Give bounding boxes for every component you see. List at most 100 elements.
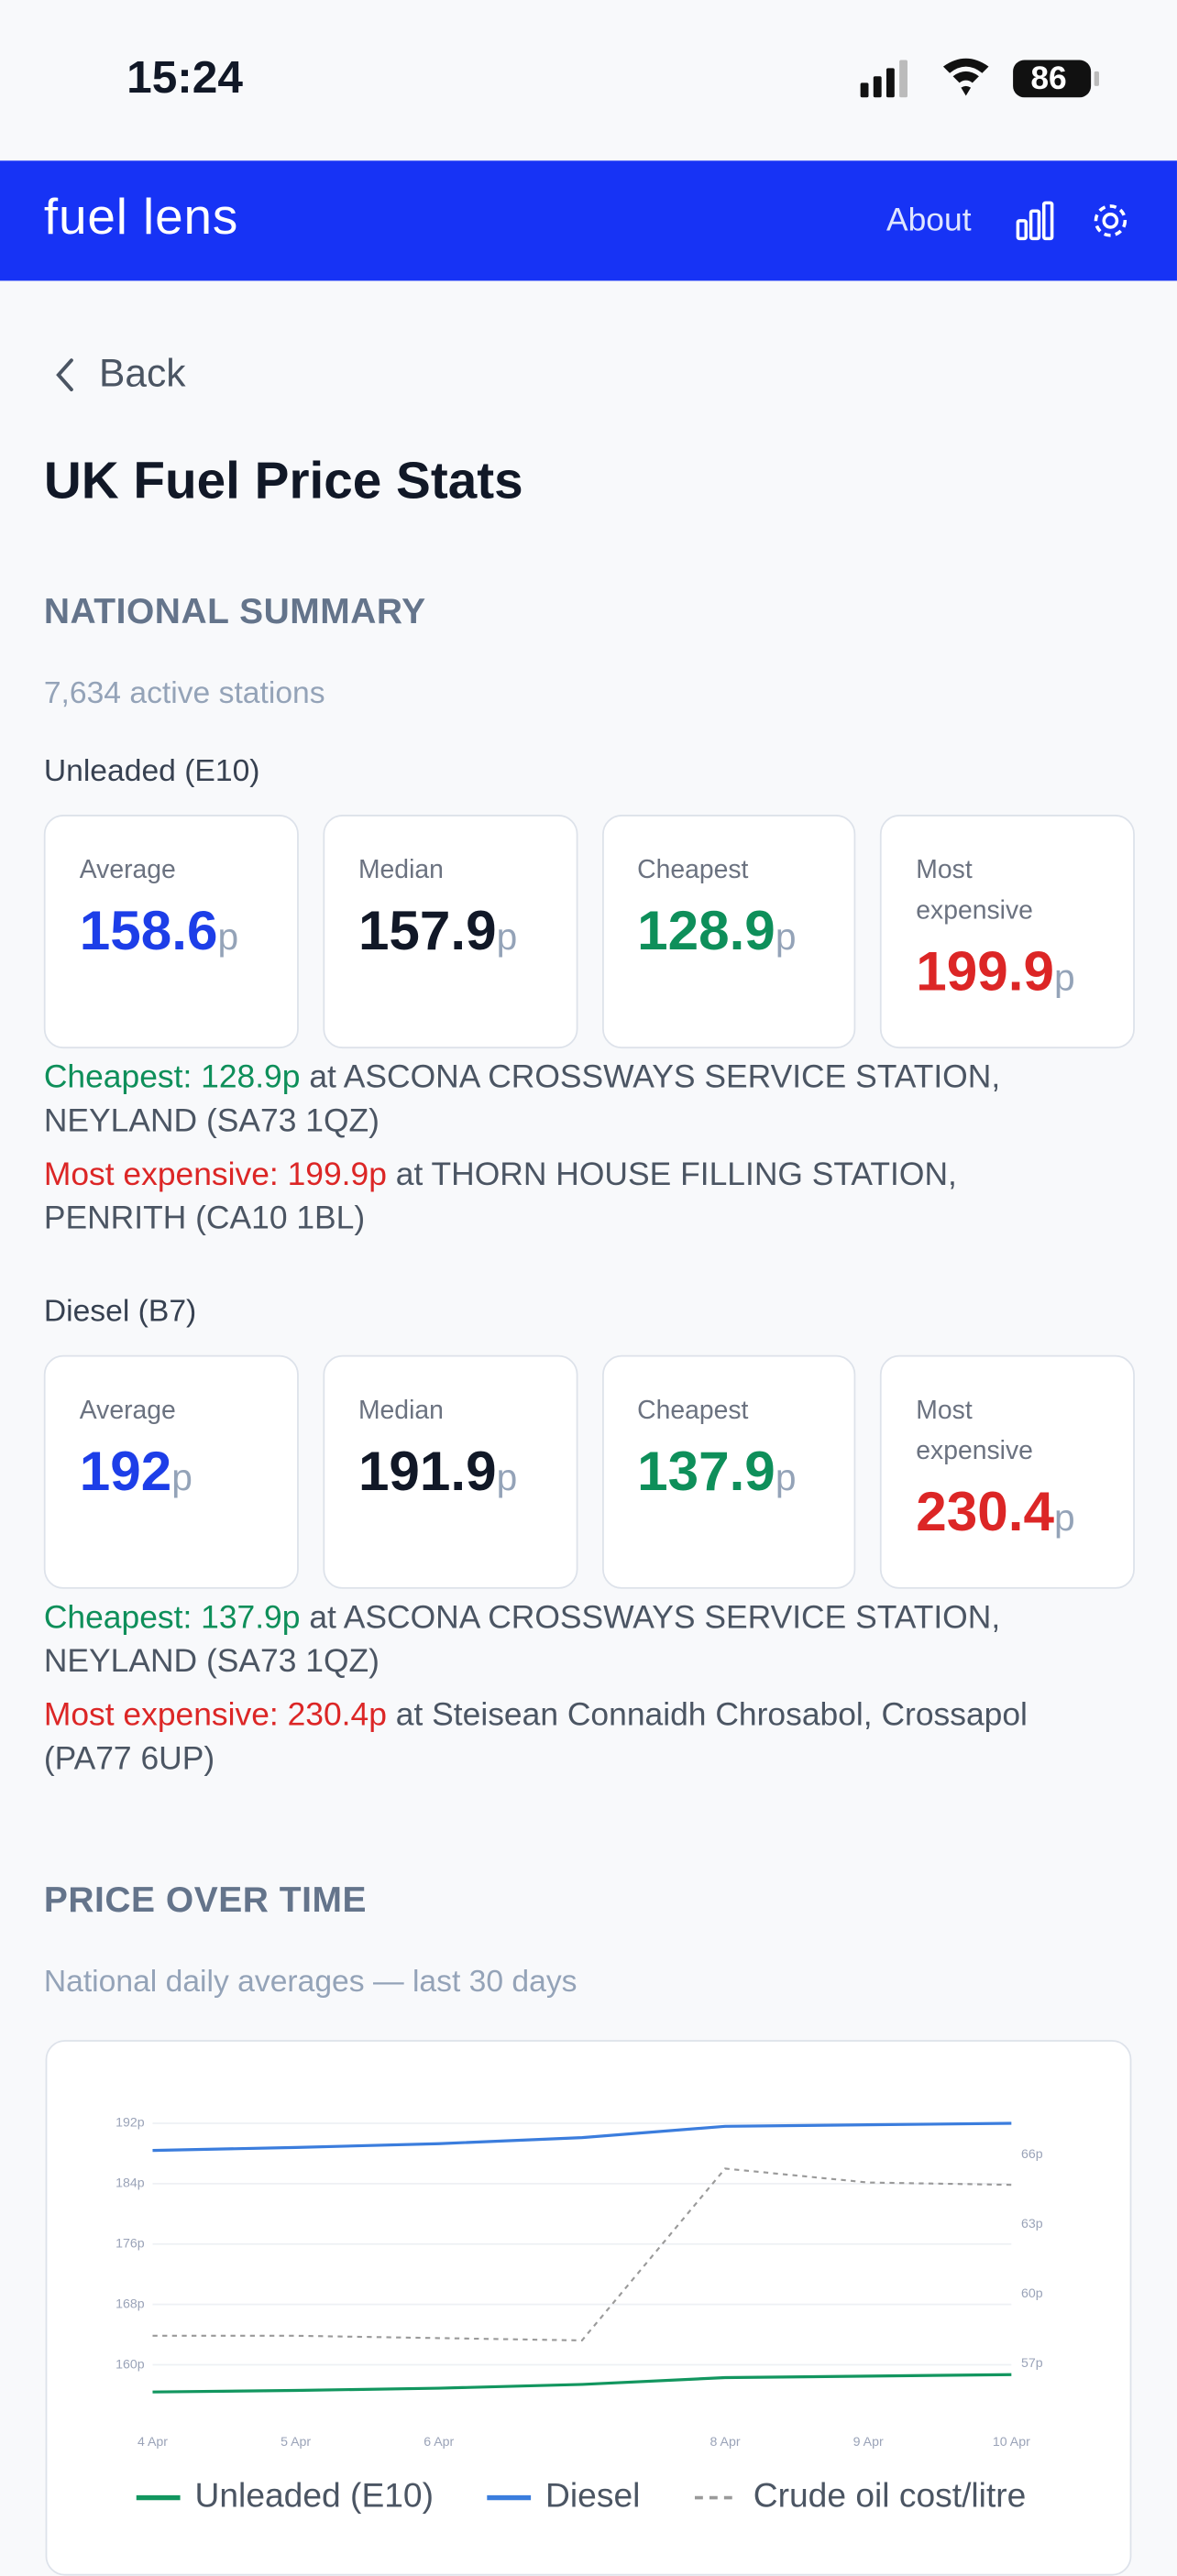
stat-value-row: 128.9p (637, 899, 821, 969)
stat-value: 158.6 (79, 900, 218, 963)
app-title[interactable]: fuel lens (43, 188, 239, 246)
stat-card: Most expensive 199.9p (880, 815, 1135, 1049)
stat-card: Most expensive 230.4p (880, 1354, 1135, 1589)
back-chevron[interactable] (49, 356, 81, 395)
stat-unit: p (775, 1455, 797, 1498)
stat-value-row: 191.9p (358, 1440, 543, 1509)
station-note: Most expensive: 199.9p at THORN HOUSE FI… (44, 1154, 1083, 1242)
x-tick-label: 4 Apr (138, 2435, 168, 2450)
x-tick-label: 9 Apr (853, 2435, 884, 2450)
settings-icon[interactable] (1094, 204, 1128, 237)
stat-unit: p (496, 1455, 518, 1498)
legend-label: Diesel (545, 2475, 640, 2514)
y-tick-label: 184p (116, 2176, 145, 2191)
stat-label: Average (79, 857, 176, 885)
station-price: Cheapest: 128.9p (43, 1059, 301, 1096)
station-price: Cheapest: 137.9p (43, 1600, 301, 1637)
stat-label: Cheapest (637, 857, 749, 885)
station-note: Cheapest: 128.9p at ASCONA CROSSWAYS SER… (44, 1057, 1083, 1145)
y-tick-label: 160p (116, 2357, 145, 2372)
stat-unit: p (1053, 956, 1075, 999)
stat-value: 191.9 (358, 1441, 497, 1503)
y2-tick-label: 57p (1021, 2356, 1043, 2371)
stat-card: Average 158.6p (43, 815, 299, 1049)
stat-label: Cheapest (637, 1397, 749, 1425)
station-count: 7,634 active stations (43, 676, 325, 711)
section-heading: NATIONAL SUMMARY (43, 590, 426, 631)
stat-value: 192 (79, 1441, 172, 1503)
y-tick-label: 192p (116, 2116, 145, 2131)
stat-label: Most expensive (916, 1397, 1033, 1466)
battery-level: 86 (1030, 60, 1066, 96)
stat-unit: p (496, 915, 518, 958)
stat-card: Cheapest 128.9p (601, 815, 856, 1049)
stat-value-row: 137.9p (637, 1440, 821, 1509)
series-line (152, 2373, 1012, 2394)
station-location: at ASCONA CROSSWAYS SERVICE STATION, NEY… (43, 1600, 1001, 1680)
station-price: Most expensive: 230.4p (43, 1697, 387, 1734)
stat-value-row: 192p (80, 1440, 264, 1509)
stat-value: 199.9 (916, 941, 1054, 1003)
stat-unit: p (217, 915, 239, 958)
stats-icon[interactable] (1016, 201, 1054, 241)
station-location: at ASCONA CROSSWAYS SERVICE STATION, NEY… (43, 1059, 1001, 1140)
station-price: Most expensive: 199.9p (43, 1156, 387, 1193)
section-heading: PRICE OVER TIME (43, 1879, 367, 1921)
y-tick-label: 168p (116, 2296, 145, 2311)
fuel-name: Diesel (B7) (43, 1295, 197, 1330)
series-line (152, 2167, 1012, 2341)
stat-value: 230.4 (916, 1481, 1054, 1544)
stat-value-row: 157.9p (358, 899, 543, 969)
stat-value: 137.9 (637, 1441, 776, 1503)
about-link[interactable]: About (886, 203, 972, 239)
header-icons (1016, 201, 1128, 241)
stat-label: Average (79, 1397, 176, 1425)
status-time: 15:24 (126, 51, 243, 103)
stat-card: Cheapest 137.9p (601, 1354, 856, 1589)
stat-value: 157.9 (358, 900, 497, 963)
x-tick-label: 5 Apr (280, 2435, 311, 2450)
y2-tick-label: 66p (1021, 2147, 1043, 2162)
legend-label: Crude oil cost/litre (754, 2475, 1027, 2514)
stat-value: 128.9 (637, 900, 776, 963)
chart-subtitle: National daily averages — last 30 days (43, 1965, 578, 2000)
y-tick-label: 176p (116, 2236, 145, 2251)
x-tick-label: 10 Apr (993, 2435, 1030, 2450)
y2-tick-label: 60p (1021, 2286, 1043, 2301)
chart-card (45, 2040, 1132, 2576)
stat-value-row: 230.4p (916, 1480, 1100, 1550)
page-title: UK Fuel Price Stats (43, 451, 523, 510)
stat-card: Median 157.9p (322, 815, 578, 1049)
stat-card: Median 191.9p (322, 1354, 578, 1589)
stat-value-row: 158.6p (80, 899, 264, 969)
station-location: at Steisean Connaidh Chrosabol, Crossapo… (43, 1697, 1028, 1778)
stat-cards: Average 192p Median 191.9p Cheapest 137.9p Mos… (43, 1354, 1135, 1589)
station-location: at THORN HOUSE FILLING STATION, PENRITH … (43, 1156, 957, 1237)
fuel-block: Diesel (B7) Average 192p Median 191.9p Cheape… (43, 1290, 1135, 1782)
status-icons: 86 (860, 58, 1099, 98)
station-note: Most expensive: 230.4p at Steisean Conna… (44, 1694, 1083, 1782)
station-note: Cheapest: 137.9p at ASCONA CROSSWAYS SER… (44, 1597, 1083, 1685)
fuel-block: Unleaded (E10) Average 158.6p Median 157.9p C… (43, 750, 1135, 1242)
stat-label: Most expensive (916, 857, 1033, 926)
stat-unit: p (1053, 1496, 1075, 1539)
series-line (152, 2121, 1012, 2153)
app-header (0, 160, 1177, 281)
stat-label: Median (358, 1397, 444, 1425)
chart: 160p 168p 176p 184p 192p 57p 60p 63p 66p 4 Apr 5 A… (116, 2116, 1043, 2515)
stat-unit: p (775, 915, 797, 958)
back-link[interactable]: Back (99, 352, 186, 397)
x-tick-label: 6 Apr (424, 2435, 454, 2450)
stat-cards: Average 158.6p Median 157.9p Cheapest 128.9p M… (43, 815, 1135, 1049)
x-tick-label: 8 Apr (710, 2435, 741, 2450)
y2-tick-label: 63p (1021, 2217, 1043, 2231)
stat-unit: p (171, 1455, 192, 1498)
stat-card: Average 192p (43, 1354, 299, 1589)
fuel-name: Unleaded (E10) (43, 754, 260, 789)
stat-label: Median (358, 857, 444, 885)
stat-value-row: 199.9p (916, 939, 1100, 1009)
legend-label: Unleaded (E10) (195, 2475, 434, 2514)
